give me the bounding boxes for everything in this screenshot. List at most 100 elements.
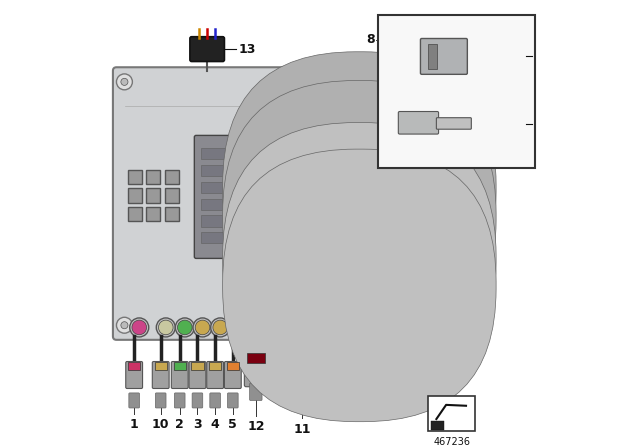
- Text: 467236: 467236: [433, 437, 470, 447]
- Text: 11: 11: [294, 422, 311, 435]
- FancyBboxPatch shape: [175, 393, 185, 408]
- Circle shape: [345, 78, 352, 86]
- FancyBboxPatch shape: [225, 362, 241, 388]
- Text: 9: 9: [367, 53, 375, 66]
- FancyBboxPatch shape: [296, 392, 308, 406]
- Circle shape: [132, 320, 147, 335]
- Text: 4: 4: [211, 418, 220, 431]
- FancyBboxPatch shape: [420, 39, 467, 74]
- Bar: [227, 362, 239, 370]
- Circle shape: [338, 185, 350, 198]
- Text: 8: 8: [420, 196, 428, 209]
- Circle shape: [213, 320, 228, 335]
- Text: 12: 12: [247, 420, 264, 433]
- Bar: [146, 189, 160, 202]
- Bar: [200, 148, 280, 159]
- Bar: [191, 362, 204, 370]
- Text: 5: 5: [228, 418, 237, 431]
- FancyBboxPatch shape: [228, 393, 238, 408]
- Bar: [378, 16, 534, 168]
- Text: 6: 6: [524, 117, 532, 130]
- Circle shape: [211, 318, 230, 337]
- Bar: [247, 353, 265, 363]
- Bar: [200, 198, 280, 210]
- Text: 3: 3: [193, 418, 202, 431]
- Circle shape: [340, 74, 356, 90]
- Bar: [127, 189, 141, 202]
- Circle shape: [338, 231, 350, 243]
- Text: 11: 11: [358, 93, 375, 106]
- Circle shape: [195, 320, 210, 335]
- Bar: [146, 170, 160, 184]
- Circle shape: [130, 318, 148, 337]
- Bar: [164, 189, 179, 202]
- FancyBboxPatch shape: [113, 67, 364, 340]
- FancyBboxPatch shape: [152, 362, 169, 388]
- FancyBboxPatch shape: [207, 362, 223, 388]
- Circle shape: [175, 318, 195, 337]
- Circle shape: [338, 254, 350, 267]
- Bar: [200, 165, 280, 176]
- FancyBboxPatch shape: [381, 273, 408, 298]
- Bar: [431, 421, 444, 430]
- Circle shape: [338, 277, 350, 289]
- FancyBboxPatch shape: [244, 350, 268, 387]
- FancyBboxPatch shape: [172, 362, 188, 388]
- Circle shape: [177, 320, 192, 335]
- Circle shape: [159, 320, 173, 335]
- Text: 9: 9: [420, 266, 428, 279]
- Circle shape: [338, 300, 350, 312]
- FancyBboxPatch shape: [398, 112, 438, 134]
- Circle shape: [121, 78, 128, 86]
- Bar: [164, 170, 179, 184]
- Circle shape: [340, 317, 356, 333]
- Bar: [173, 362, 186, 370]
- Bar: [332, 133, 356, 319]
- FancyBboxPatch shape: [129, 393, 140, 408]
- FancyBboxPatch shape: [223, 123, 496, 395]
- Circle shape: [228, 318, 248, 337]
- Bar: [428, 396, 475, 431]
- Circle shape: [156, 318, 175, 337]
- Text: 8: 8: [367, 33, 375, 46]
- FancyBboxPatch shape: [223, 81, 496, 353]
- Circle shape: [193, 318, 212, 337]
- FancyBboxPatch shape: [436, 118, 471, 129]
- Circle shape: [345, 322, 352, 329]
- Text: 10: 10: [152, 418, 170, 431]
- Circle shape: [338, 162, 350, 174]
- FancyBboxPatch shape: [223, 52, 496, 324]
- Bar: [200, 233, 280, 243]
- FancyBboxPatch shape: [250, 383, 262, 401]
- FancyBboxPatch shape: [189, 362, 206, 388]
- FancyBboxPatch shape: [381, 176, 408, 200]
- Circle shape: [338, 139, 350, 151]
- Circle shape: [338, 208, 350, 220]
- Bar: [128, 362, 140, 370]
- Bar: [200, 182, 280, 193]
- Bar: [200, 215, 280, 227]
- Text: 7: 7: [524, 50, 532, 63]
- Bar: [146, 207, 160, 221]
- FancyBboxPatch shape: [210, 393, 220, 408]
- Bar: [127, 207, 141, 221]
- FancyBboxPatch shape: [190, 37, 225, 61]
- FancyBboxPatch shape: [156, 393, 166, 408]
- Circle shape: [116, 317, 132, 333]
- Circle shape: [230, 320, 245, 335]
- Circle shape: [121, 322, 128, 329]
- Text: 2: 2: [175, 418, 184, 431]
- Text: 1: 1: [130, 418, 138, 431]
- Bar: [127, 170, 141, 184]
- Bar: [428, 44, 437, 69]
- FancyBboxPatch shape: [292, 353, 312, 395]
- FancyBboxPatch shape: [195, 135, 286, 258]
- Circle shape: [116, 74, 132, 90]
- Text: 10: 10: [358, 73, 375, 86]
- Bar: [154, 362, 167, 370]
- FancyBboxPatch shape: [223, 149, 496, 422]
- Bar: [209, 362, 221, 370]
- FancyBboxPatch shape: [192, 393, 203, 408]
- Text: 13: 13: [238, 43, 255, 56]
- Bar: [164, 207, 179, 221]
